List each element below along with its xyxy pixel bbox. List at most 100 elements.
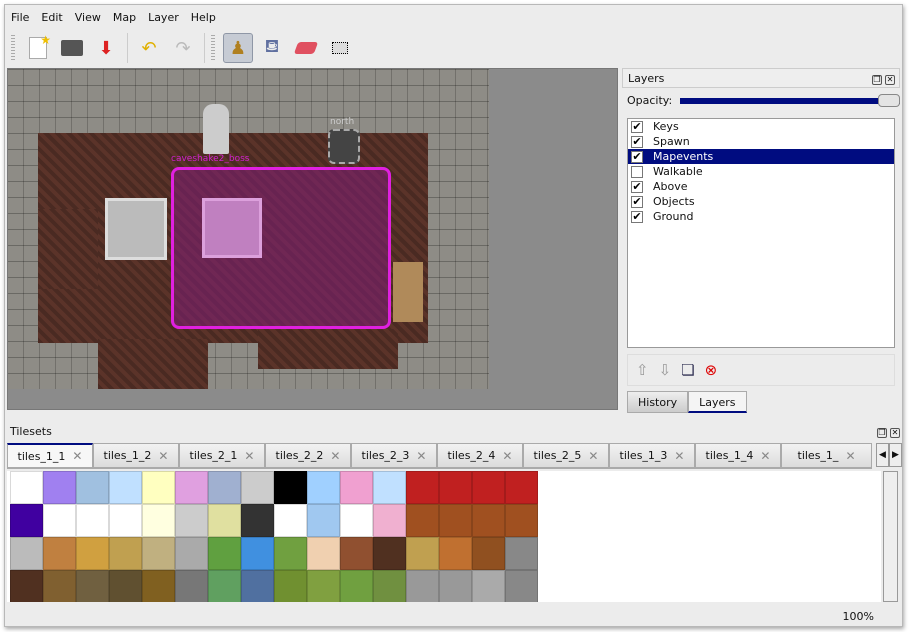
tile[interactable] — [109, 504, 142, 537]
stamp-brush-icon[interactable]: ♟ — [223, 33, 253, 63]
tile[interactable] — [340, 570, 373, 602]
close-tab-icon[interactable]: ✕ — [72, 449, 83, 463]
tile[interactable] — [241, 537, 274, 570]
tile[interactable] — [274, 471, 307, 504]
vertical-scrollbar[interactable] — [883, 471, 898, 602]
layer-item[interactable]: ✔ Above — [628, 179, 894, 194]
tile[interactable] — [241, 471, 274, 504]
tile[interactable] — [175, 471, 208, 504]
tile[interactable] — [406, 537, 439, 570]
tile[interactable] — [142, 504, 175, 537]
close-tab-icon[interactable]: ✕ — [244, 448, 255, 463]
eraser-icon[interactable] — [291, 33, 321, 63]
visibility-checkbox[interactable]: ✔ — [631, 119, 643, 133]
close-tab-icon[interactable]: ✕ — [674, 448, 685, 463]
close-tab-icon[interactable]: ✕ — [330, 448, 341, 463]
rect-select-icon[interactable] — [325, 33, 355, 63]
tileset-tab[interactable]: tiles_1_2 ✕ — [93, 443, 179, 468]
tile[interactable] — [373, 504, 406, 537]
visibility-checkbox[interactable]: ✔ — [631, 149, 643, 163]
tile[interactable] — [505, 537, 538, 570]
tileset-tab[interactable]: tiles_2_2 ✕ — [265, 443, 351, 468]
tile[interactable] — [439, 504, 472, 537]
tile[interactable] — [109, 570, 142, 602]
visibility-checkbox[interactable]: ✔ — [631, 134, 643, 148]
tile[interactable] — [142, 570, 175, 602]
toolbar-grip-2[interactable] — [211, 35, 215, 61]
tile[interactable] — [10, 504, 43, 537]
tile[interactable] — [43, 537, 76, 570]
tileset-tab[interactable]: tiles_1_3 ✕ — [609, 443, 695, 468]
float-icon[interactable]: ❐ — [872, 74, 882, 85]
tile[interactable] — [439, 537, 472, 570]
layer-item[interactable]: ✔ Mapevents — [628, 149, 894, 164]
visibility-checkbox[interactable]: ✔ — [631, 209, 643, 223]
tile[interactable] — [208, 471, 241, 504]
tile[interactable] — [208, 537, 241, 570]
tile[interactable] — [307, 537, 340, 570]
tile-map[interactable]: north caveshake2_boss — [8, 69, 489, 389]
tile[interactable] — [241, 570, 274, 602]
layer-item[interactable]: ✔ Ground — [628, 209, 894, 224]
tile[interactable] — [472, 537, 505, 570]
save-icon[interactable]: ⬇ — [98, 37, 114, 59]
bucket-fill-icon[interactable]: ⛾ — [264, 36, 280, 57]
new-icon[interactable]: ★ — [23, 33, 53, 63]
tile[interactable] — [175, 504, 208, 537]
tile[interactable] — [373, 570, 406, 602]
tile[interactable] — [175, 570, 208, 602]
tile[interactable] — [439, 471, 472, 504]
menu-layer[interactable]: Layer — [148, 11, 179, 24]
tile[interactable] — [472, 471, 505, 504]
tile[interactable] — [43, 570, 76, 602]
tile[interactable] — [406, 504, 439, 537]
tile[interactable] — [406, 471, 439, 504]
layer-item[interactable]: Walkable — [628, 164, 894, 179]
tileset-tab[interactable]: tiles_2_1 ✕ — [179, 443, 265, 468]
menu-map[interactable]: Map — [112, 11, 137, 24]
tile[interactable] — [373, 471, 406, 504]
tile[interactable] — [274, 504, 307, 537]
undo-icon[interactable]: ↶ — [141, 37, 157, 59]
tile[interactable] — [307, 471, 340, 504]
close-tab-icon[interactable]: ✕ — [158, 448, 169, 463]
close-tab-icon[interactable]: ✕ — [760, 448, 771, 463]
tile[interactable] — [142, 537, 175, 570]
tile[interactable] — [175, 537, 208, 570]
tile[interactable] — [76, 570, 109, 602]
tile[interactable] — [208, 570, 241, 602]
tile[interactable] — [472, 570, 505, 602]
close-tab-icon[interactable]: ✕ — [588, 448, 599, 463]
tile[interactable] — [76, 537, 109, 570]
tab-history[interactable]: History — [627, 391, 689, 413]
close-icon[interactable]: ✕ — [885, 74, 895, 85]
tab-layers[interactable]: Layers — [688, 391, 747, 413]
tile[interactable] — [76, 471, 109, 504]
tile[interactable] — [505, 570, 538, 602]
redo-icon[interactable]: ↷ — [175, 37, 191, 59]
tile[interactable] — [439, 570, 472, 602]
tile[interactable] — [307, 570, 340, 602]
tileset-tab[interactable]: tiles_2_4 ✕ — [437, 443, 523, 468]
tile[interactable] — [10, 471, 43, 504]
lower-layer-icon[interactable]: ⇩ — [658, 361, 672, 379]
tile[interactable] — [208, 504, 241, 537]
scroll-right-icon[interactable]: ▶ — [889, 443, 902, 467]
tile[interactable] — [274, 570, 307, 602]
tileset-tab[interactable]: tiles_1_1 ✕ — [7, 443, 93, 468]
tile[interactable] — [142, 471, 175, 504]
menu-file[interactable]: File — [11, 11, 30, 24]
tileset-grid[interactable] — [7, 471, 881, 602]
tile[interactable] — [109, 471, 142, 504]
close-tab-icon[interactable]: ✕ — [502, 448, 513, 463]
close-icon[interactable]: ✕ — [890, 427, 900, 438]
slider-handle[interactable] — [878, 93, 900, 107]
tile[interactable] — [10, 570, 43, 602]
visibility-checkbox[interactable] — [631, 165, 643, 178]
tile[interactable] — [10, 537, 43, 570]
visibility-checkbox[interactable]: ✔ — [631, 194, 643, 208]
menu-view[interactable]: View — [74, 11, 101, 24]
tileset-tab[interactable]: tiles_1_4 ✕ — [695, 443, 781, 468]
tile[interactable] — [76, 504, 109, 537]
open-icon[interactable] — [57, 33, 87, 63]
